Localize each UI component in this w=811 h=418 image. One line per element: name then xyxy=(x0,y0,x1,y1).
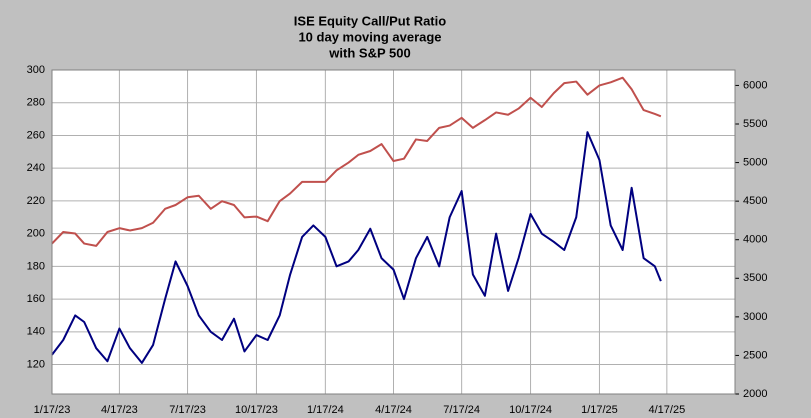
y-tick-label: 240 xyxy=(27,162,45,174)
y-tick-label: 160 xyxy=(27,293,45,305)
x-tick-label: 4/17/23 xyxy=(101,404,138,416)
chart-title: ISE Equity Call/Put Ratio xyxy=(294,13,446,28)
x-tick-label: 4/17/25 xyxy=(648,404,685,416)
x-tick-label: 7/17/24 xyxy=(443,404,480,416)
y-tick-label: 300 xyxy=(27,64,45,76)
data-line xyxy=(51,76,662,247)
data-line xyxy=(51,131,662,364)
y-tick-label: 120 xyxy=(27,358,45,370)
y2-tick-label: 4500 xyxy=(743,195,767,207)
x-tick-label: 10/17/24 xyxy=(509,404,552,416)
chart-subtitle: 10 day moving average xyxy=(298,29,441,44)
y2-tick-label: 5500 xyxy=(743,118,767,130)
y-tick-label: 280 xyxy=(27,97,45,109)
x-tick-label: 7/17/23 xyxy=(169,404,206,416)
y2-tick-label: 4000 xyxy=(743,234,767,246)
chart-subtitle: with S&P 500 xyxy=(328,45,410,60)
y-tick-label: 180 xyxy=(27,260,45,272)
y-tick-label: 140 xyxy=(27,326,45,338)
y2-tick-label: 2500 xyxy=(743,349,767,361)
plot-border xyxy=(51,69,736,395)
y2-tick-label: 3000 xyxy=(743,311,767,323)
y2-tick-label: 3500 xyxy=(743,272,767,284)
y2-tick-label: 2000 xyxy=(743,388,767,400)
x-tick-label: 4/17/24 xyxy=(375,404,412,416)
y-tick-label: 220 xyxy=(27,195,45,207)
x-tick-label: 1/17/25 xyxy=(581,404,618,416)
y-tick-label: 200 xyxy=(27,228,45,240)
y2-tick-label: 5000 xyxy=(743,156,767,168)
y-tick-label: 260 xyxy=(27,129,45,141)
x-tick-label: 1/17/24 xyxy=(307,404,344,416)
y2-tick-label: 6000 xyxy=(743,79,767,91)
x-tick-label: 1/17/23 xyxy=(34,404,71,416)
x-tick-label: 10/17/23 xyxy=(235,404,278,416)
